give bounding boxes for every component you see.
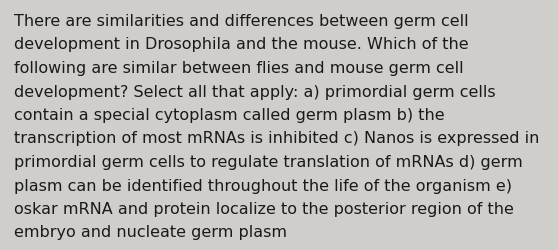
Text: There are similarities and differences between germ cell: There are similarities and differences b… <box>14 14 469 29</box>
Text: oskar mRNA and protein localize to the posterior region of the: oskar mRNA and protein localize to the p… <box>14 201 514 216</box>
Text: transcription of most mRNAs is inhibited c) Nanos is expressed in: transcription of most mRNAs is inhibited… <box>14 131 540 146</box>
Text: contain a special cytoplasm called germ plasm b) the: contain a special cytoplasm called germ … <box>14 108 445 122</box>
Text: development in Drosophila and the mouse. Which of the: development in Drosophila and the mouse.… <box>14 37 469 52</box>
Text: following are similar between flies and mouse germ cell: following are similar between flies and … <box>14 61 464 76</box>
Text: primordial germ cells to regulate translation of mRNAs d) germ: primordial germ cells to regulate transl… <box>14 154 523 169</box>
Text: plasm can be identified throughout the life of the organism e): plasm can be identified throughout the l… <box>14 178 512 193</box>
Text: embryo and nucleate germ plasm: embryo and nucleate germ plasm <box>14 224 287 240</box>
Text: development? Select all that apply: a) primordial germ cells: development? Select all that apply: a) p… <box>14 84 496 99</box>
